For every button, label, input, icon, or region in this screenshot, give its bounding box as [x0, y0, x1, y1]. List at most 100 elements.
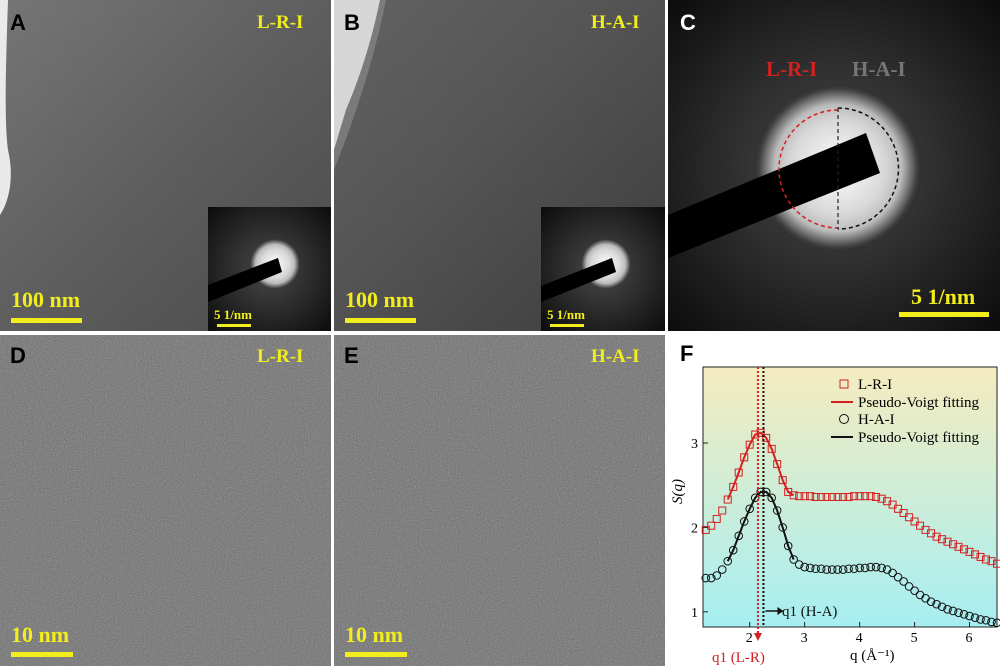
q1-lr-annotation: q1 (L-R): [712, 650, 765, 666]
lri-tag: L-R-I: [766, 57, 817, 81]
data-point: [707, 521, 716, 530]
panel-letter: A: [10, 10, 26, 35]
data-point: [948, 606, 958, 616]
scale-bar: [345, 318, 416, 323]
panel-c-saed-pattern: C L-R-I H-A-I 5 1/nm: [668, 0, 1000, 331]
data-point: [866, 562, 875, 572]
x-axis-label: q (Å⁻¹): [850, 648, 895, 664]
data-point: [976, 552, 985, 561]
data-point: [861, 492, 870, 501]
data-point: [828, 493, 837, 501]
data-point: [877, 563, 886, 573]
data-point: [871, 562, 881, 572]
data-point: [767, 493, 776, 503]
data-point: [959, 610, 969, 619]
series-h-a-i: [701, 487, 1000, 628]
data-point: [833, 493, 842, 501]
data-point: [712, 514, 721, 523]
data-point: [800, 562, 809, 572]
data-point: [877, 494, 886, 503]
data-point: [982, 555, 991, 564]
x-tick-label: 2: [746, 631, 753, 646]
saed-inset: 5 1/nm: [208, 207, 331, 331]
data-point: [965, 547, 974, 556]
data-point: [806, 492, 815, 501]
data-point: [904, 582, 914, 591]
x-tick-label: 4: [856, 631, 863, 646]
lri-ring: [778, 109, 839, 229]
q1-lr-arrow-icon: [753, 633, 762, 641]
data-point: [965, 611, 974, 621]
panel-letter: E: [344, 343, 359, 368]
data-point: [937, 602, 947, 612]
data-point: [844, 564, 853, 574]
data-point: [855, 492, 864, 501]
y-tick-label: 1: [691, 606, 698, 621]
data-point: [899, 577, 908, 586]
data-point: [976, 615, 985, 624]
data-point: [905, 513, 914, 522]
sample-tag: L-R-I: [257, 12, 303, 33]
inset-scale-bar: [217, 324, 251, 327]
data-point: [783, 541, 793, 551]
data-point: [701, 525, 710, 534]
panel-b-bright-field-image: 5 1/nm B H-A-I 100 nm: [334, 0, 665, 331]
sample-tag: H-A-I: [591, 346, 640, 367]
scale-label: 5 1/nm: [911, 284, 975, 309]
data-point: [728, 545, 738, 555]
data-point: [712, 571, 722, 580]
panel-letter: C: [680, 10, 696, 35]
data-point: [805, 563, 815, 573]
data-point: [993, 559, 1000, 568]
panel-f-structure-factor-chart: F 2 3 4 5 6 1 2 3 L-R-I Pseudo-Voigt fitting H-…: [668, 335, 1000, 666]
data-point: [839, 493, 848, 501]
data-point: [772, 506, 782, 515]
data-point: [739, 517, 749, 526]
data-point: [701, 573, 711, 583]
data-point: [954, 542, 963, 551]
data-point: [888, 500, 897, 509]
panel-letter: F: [680, 341, 693, 366]
sample-tag: H-A-I: [591, 12, 640, 33]
data-point: [789, 555, 798, 564]
data-point: [987, 617, 996, 627]
data-point: [706, 573, 716, 583]
panel-a-bright-field-image: 5 1/nm A L-R-I 100 nm: [0, 0, 331, 331]
data-point: [833, 565, 842, 574]
data-point: [817, 493, 826, 501]
data-point: [943, 537, 952, 546]
data-point: [899, 509, 908, 518]
legend: L-R-I Pseudo-Voigt fitting H-A-I Pseudo-…: [831, 377, 979, 446]
x-tick-label: 5: [911, 631, 918, 646]
data-point: [745, 440, 754, 449]
data-point: [888, 568, 897, 578]
sample-tag: L-R-I: [257, 346, 303, 367]
legend-label: H-A-I: [858, 412, 895, 428]
data-point: [932, 532, 941, 541]
data-point: [729, 482, 738, 491]
scale-label: 10 nm: [345, 622, 403, 647]
scale-label: 100 nm: [11, 287, 80, 312]
data-point: [943, 604, 952, 614]
data-point: [734, 531, 744, 541]
data-point: [800, 492, 809, 501]
data-point: [850, 492, 859, 501]
legend-label: L-R-I: [858, 377, 892, 393]
data-point: [723, 495, 732, 504]
data-point: [778, 523, 787, 532]
x-tick-label: 6: [966, 631, 973, 646]
data-point: [718, 506, 727, 515]
data-point: [773, 460, 782, 469]
panel-e-hrtem-image: E H-A-I 10 nm: [334, 335, 665, 666]
q1-ha-arrow-icon: [777, 607, 784, 615]
data-point: [827, 565, 837, 574]
data-point: [954, 608, 963, 617]
scale-bar: [11, 318, 82, 323]
panel-letter: D: [10, 343, 26, 368]
fit-line: [726, 490, 795, 562]
data-point: [789, 491, 798, 500]
y-tick-label: 2: [691, 521, 698, 536]
data-point: [981, 615, 991, 625]
data-point: [893, 572, 903, 582]
data-point: [795, 492, 804, 501]
